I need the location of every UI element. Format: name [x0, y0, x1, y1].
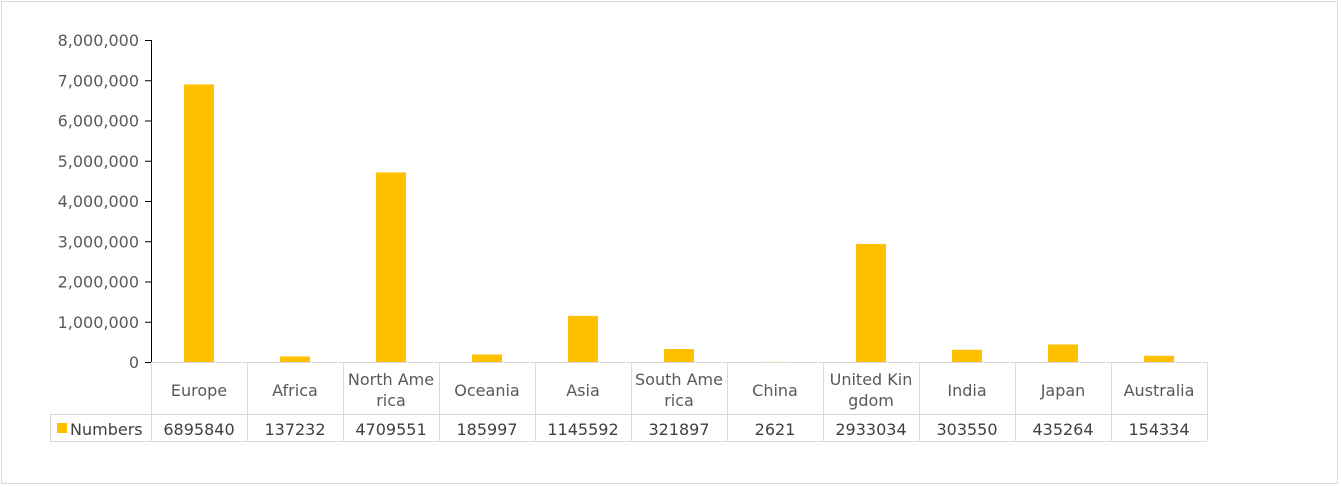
data-table-value: 154334 — [1128, 420, 1189, 439]
category-label: North Ame — [348, 370, 434, 389]
data-table-value: 435264 — [1032, 420, 1093, 439]
category-label: Asia — [566, 381, 600, 400]
data-table-value: 185997 — [456, 420, 517, 439]
category-label: rica — [664, 391, 694, 410]
legend-label: Numbers — [70, 420, 143, 439]
category-label: Oceania — [454, 381, 519, 400]
category-label: South Ame — [635, 370, 723, 389]
bar — [664, 349, 694, 362]
y-tick-label: 2,000,000 — [58, 273, 139, 292]
bar — [376, 172, 406, 362]
bar — [1048, 344, 1078, 362]
data-table-value: 1145592 — [547, 420, 618, 439]
category-label: rica — [376, 391, 406, 410]
y-tick-label: 0 — [129, 353, 139, 372]
y-tick-label: 6,000,000 — [58, 112, 139, 131]
y-tick-label: 4,000,000 — [58, 192, 139, 211]
y-tick-label: 8,000,000 — [58, 31, 139, 50]
data-table-value: 321897 — [648, 420, 709, 439]
data-table-value: 303550 — [936, 420, 997, 439]
category-label: Japan — [1040, 381, 1086, 400]
bar — [184, 84, 214, 362]
data-table-value: 2621 — [755, 420, 796, 439]
category-label: Europe — [171, 381, 227, 400]
data-table-value: 137232 — [264, 420, 325, 439]
bar — [952, 349, 982, 362]
data-table-value: 4709551 — [355, 420, 426, 439]
y-tick-label: 7,000,000 — [58, 71, 139, 90]
bar — [280, 356, 310, 362]
y-tick-label: 1,000,000 — [58, 313, 139, 332]
category-label: China — [752, 381, 798, 400]
legend-key — [57, 423, 67, 433]
category-label: India — [947, 381, 986, 400]
category-label: United Kin — [830, 370, 913, 389]
data-table-value: 6895840 — [163, 420, 234, 439]
y-tick-label: 5,000,000 — [58, 152, 139, 171]
bar — [568, 315, 598, 362]
category-label: Africa — [272, 381, 318, 400]
bar — [472, 354, 502, 362]
bar — [856, 243, 886, 362]
bar — [1144, 355, 1174, 362]
y-tick-label: 3,000,000 — [58, 232, 139, 251]
category-label: Australia — [1124, 381, 1195, 400]
category-label: gdom — [848, 391, 894, 410]
data-table-value: 2933034 — [835, 420, 906, 439]
